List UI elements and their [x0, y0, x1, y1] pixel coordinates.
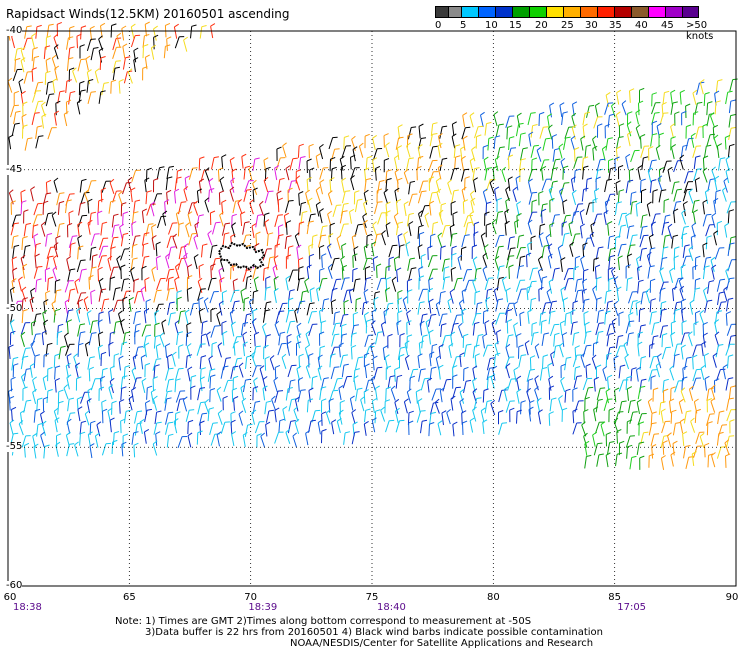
colorbar-swatch: [614, 6, 631, 18]
colorbar-swatches: [435, 6, 735, 18]
longitude-label: 60: [3, 592, 17, 603]
longitude-label: 85: [608, 592, 622, 603]
longitude-label: 70: [244, 592, 258, 603]
colorbar-label: 45: [661, 20, 674, 31]
wind-barbs-layer: [7, 21, 738, 470]
latitude-label: -55: [6, 441, 23, 453]
longitude-label: 90: [725, 592, 739, 603]
colorbar-swatch: [682, 6, 699, 18]
colorbar-swatch: [512, 6, 529, 18]
colorbar-swatch: [448, 6, 461, 18]
colorbar-swatch: [546, 6, 563, 18]
colorbar-swatch: [435, 6, 448, 18]
colorbar-label: 20: [535, 20, 548, 31]
colorbar-swatch: [665, 6, 682, 18]
note-line-2: 3)Data buffer is 22 hrs from 20160501 4)…: [145, 627, 603, 638]
latitude-label: -40: [6, 25, 23, 36]
island-shape: [217, 241, 266, 271]
colorbar-label: 0: [435, 20, 442, 31]
colorbar-label: 40: [635, 20, 648, 31]
colorbar-swatch: [478, 6, 495, 18]
colorbar-swatch: [529, 6, 546, 18]
colorbar-swatch: [648, 6, 665, 18]
colorbar-swatch: [461, 6, 478, 18]
pass-time-label: 17:05: [617, 602, 647, 613]
colorbar-swatch: [631, 6, 648, 18]
colorbar-label: 30: [585, 20, 598, 31]
colorbar-labels: 0 5 10 15 20 25 30 35 40 45 >50 knots: [435, 18, 735, 42]
colorbar-label: 25: [561, 20, 574, 31]
colorbar-label: 5: [460, 20, 467, 31]
note-line-3: NOAA/NESDIS/Center for Satellite Applica…: [290, 638, 594, 649]
latitude-label: -45: [6, 163, 23, 175]
island-outline: [217, 241, 266, 271]
map-grid: [8, 31, 736, 586]
note-line-1: Note: 1) Times are GMT 2)Times along bot…: [115, 616, 532, 627]
map-title: Rapidsact Winds(12.5KM) 20160501 ascendi…: [6, 7, 290, 21]
longitude-label: 65: [122, 592, 136, 603]
pass-time-label: 18:40: [376, 602, 406, 613]
latitude-label: -60: [6, 580, 23, 591]
latitude-label: -50: [6, 302, 23, 314]
wind-speed-colorbar: 0 5 10 15 20 25 30 35 40 45 >50 knots: [435, 6, 735, 42]
colorbar-swatch: [580, 6, 597, 18]
colorbar-swatch: [597, 6, 614, 18]
colorbar-label: >50 knots: [686, 20, 714, 42]
colorbar-label: 35: [609, 20, 622, 31]
colorbar-swatch: [563, 6, 580, 18]
colorbar-swatch: [495, 6, 512, 18]
longitude-label: 75: [365, 592, 379, 603]
pass-time-label: 18:38: [12, 602, 42, 613]
longitude-label: 80: [486, 592, 500, 603]
pass-time-label: 18:39: [248, 602, 278, 613]
colorbar-label: 10: [485, 20, 498, 31]
colorbar-label: 15: [509, 20, 522, 31]
